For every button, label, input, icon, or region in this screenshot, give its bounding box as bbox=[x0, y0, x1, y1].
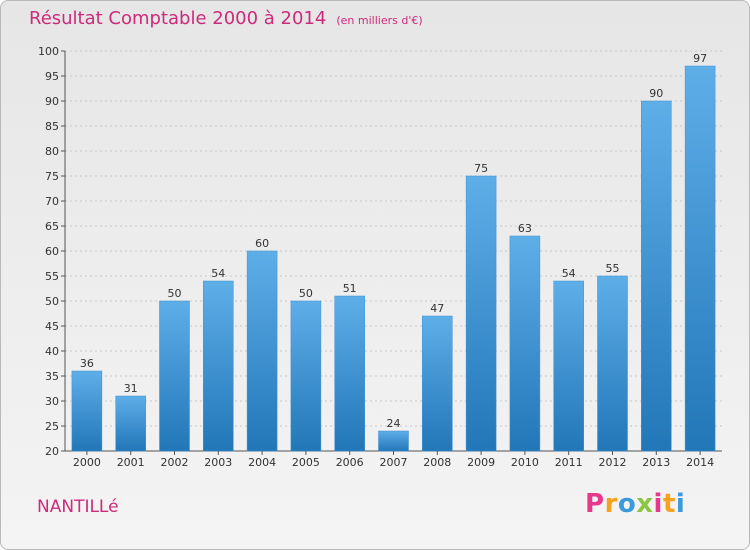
x-tick-label: 2007 bbox=[380, 456, 408, 469]
x-tick-label: 2014 bbox=[686, 456, 714, 469]
y-tick-label: 100 bbox=[38, 45, 59, 58]
bar-value-label: 36 bbox=[80, 357, 94, 370]
bar bbox=[334, 295, 365, 452]
y-tick-label: 55 bbox=[45, 270, 59, 283]
y-tick-label: 65 bbox=[45, 220, 59, 233]
y-tick-label: 85 bbox=[45, 120, 59, 133]
x-tick-label: 2012 bbox=[599, 456, 627, 469]
x-tick-label: 2002 bbox=[161, 456, 189, 469]
bar bbox=[246, 250, 278, 452]
x-tick-label: 2004 bbox=[248, 456, 276, 469]
bar bbox=[203, 280, 234, 452]
logo-letter: o bbox=[617, 489, 637, 519]
y-tick-label: 45 bbox=[45, 320, 59, 333]
title-text: Résultat Comptable 2000 à 2014 bbox=[29, 8, 327, 29]
x-tick-label: 2013 bbox=[642, 456, 670, 469]
bar-value-label: 50 bbox=[299, 287, 313, 300]
bar bbox=[684, 65, 716, 452]
bar bbox=[71, 370, 103, 452]
y-tick-label: 80 bbox=[45, 145, 59, 158]
commune-name: NANTILLé bbox=[37, 497, 119, 517]
y-tick-label: 95 bbox=[45, 70, 59, 83]
y-tick-label: 60 bbox=[45, 245, 59, 258]
y-tick-label: 50 bbox=[45, 295, 59, 308]
bar-value-label: 51 bbox=[343, 282, 357, 295]
bar bbox=[597, 275, 628, 452]
x-tick-label: 2001 bbox=[117, 456, 145, 469]
x-tick-label: 2005 bbox=[292, 456, 320, 469]
y-tick-label: 20 bbox=[45, 445, 59, 458]
bar-value-label: 31 bbox=[124, 382, 138, 395]
bar bbox=[465, 175, 497, 452]
x-tick-label: 2006 bbox=[336, 456, 364, 469]
bar bbox=[641, 100, 672, 452]
bar bbox=[509, 235, 541, 452]
bar bbox=[159, 300, 190, 452]
x-tick-label: 2010 bbox=[511, 456, 539, 469]
bar bbox=[290, 300, 322, 452]
chart-title: Résultat Comptable 2000 à 2014 (en millie… bbox=[29, 8, 423, 29]
logo-letter: i bbox=[653, 489, 663, 519]
y-tick-label: 30 bbox=[45, 395, 59, 408]
bar-value-label: 75 bbox=[474, 162, 488, 175]
logo-letter: t bbox=[662, 489, 676, 519]
x-tick-label: 2000 bbox=[73, 456, 101, 469]
bar bbox=[422, 315, 453, 452]
bar bbox=[553, 280, 584, 452]
bar bbox=[378, 430, 409, 452]
logo-letter: x bbox=[636, 489, 654, 519]
bar-value-label: 55 bbox=[606, 262, 620, 275]
logo-letter: P bbox=[585, 489, 605, 519]
title-unit: (en milliers d'€) bbox=[336, 14, 423, 27]
y-tick-label: 25 bbox=[45, 420, 59, 433]
logo-letter: i bbox=[675, 489, 686, 519]
bar-value-label: 60 bbox=[255, 237, 269, 250]
bar-value-label: 54 bbox=[562, 267, 576, 280]
y-tick-label: 40 bbox=[45, 345, 59, 358]
logo-letter: r bbox=[604, 489, 618, 519]
x-tick-label: 2009 bbox=[467, 456, 495, 469]
proxiti-logo: Proxiti bbox=[585, 489, 685, 519]
bar-value-label: 63 bbox=[518, 222, 532, 235]
bar-value-label: 47 bbox=[430, 302, 444, 315]
bar-value-label: 54 bbox=[211, 267, 225, 280]
x-tick-label: 2011 bbox=[555, 456, 583, 469]
x-tick-label: 2003 bbox=[204, 456, 232, 469]
y-tick-label: 70 bbox=[45, 195, 59, 208]
bar-value-label: 97 bbox=[693, 52, 707, 65]
bar-value-label: 90 bbox=[649, 87, 663, 100]
bar-value-label: 24 bbox=[387, 417, 401, 430]
x-tick-label: 2008 bbox=[423, 456, 451, 469]
bar-value-label: 50 bbox=[168, 287, 182, 300]
y-tick-label: 90 bbox=[45, 95, 59, 108]
y-tick-label: 75 bbox=[45, 170, 59, 183]
y-tick-label: 35 bbox=[45, 370, 59, 383]
bar bbox=[115, 395, 146, 452]
